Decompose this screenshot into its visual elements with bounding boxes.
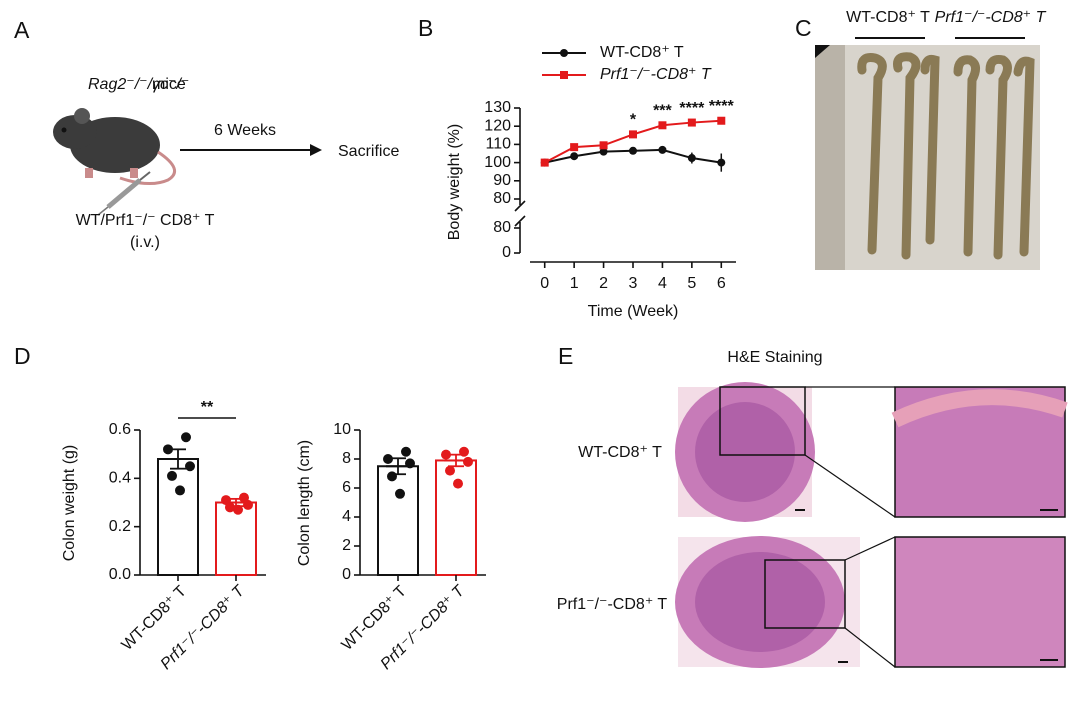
data-point	[629, 130, 637, 139]
y-tick-label: 2	[342, 537, 351, 554]
bar	[377, 465, 419, 576]
legend-marker	[560, 71, 568, 79]
duration: 6 Weeks	[214, 122, 276, 139]
y-tick-label: 120	[484, 117, 511, 134]
mice-label: mice	[152, 76, 186, 93]
y-tick-label: 80	[493, 190, 511, 207]
y-tick-label: 0	[502, 244, 511, 261]
arrow-head	[310, 144, 322, 156]
x-tick-label: 6	[717, 275, 726, 292]
histology-images	[675, 382, 1068, 668]
data-point	[658, 145, 667, 154]
colon-photo	[815, 45, 1040, 270]
significance: ****	[709, 98, 735, 115]
data-point	[717, 158, 726, 167]
syringe-icon	[97, 171, 151, 216]
x-tick-label: 0	[540, 275, 549, 292]
x-tick-label: 5	[687, 275, 696, 292]
data-point	[441, 449, 451, 460]
data-point	[570, 152, 579, 161]
y-tick-label: 130	[484, 99, 511, 116]
data-point	[167, 470, 177, 481]
cells: WT/Prf1⁻/⁻ CD8⁺ T	[76, 212, 215, 229]
x-tick-label: 3	[629, 275, 638, 292]
y-tick-label: 0.6	[109, 421, 131, 438]
y-axis-label: Colon weight (g)	[61, 445, 78, 562]
panel-label: B	[418, 15, 433, 41]
data-point	[181, 432, 191, 443]
data-point	[163, 444, 173, 455]
significance: ****	[679, 100, 705, 117]
data-point	[233, 504, 243, 515]
mouse-icon	[53, 108, 177, 185]
y-tick-label: 10	[333, 421, 351, 438]
data-point	[405, 458, 415, 469]
data-point	[401, 446, 411, 457]
y-tick-label: 110	[485, 136, 511, 153]
data-point	[540, 158, 549, 167]
data-point	[453, 478, 463, 489]
x-tick-label: 2	[599, 275, 608, 292]
x-axis-label: Time (Week)	[588, 303, 679, 320]
row-label: Prf1⁻/⁻-CD8⁺ T	[557, 596, 668, 613]
data-point	[599, 141, 608, 150]
legend-label: Prf1⁻/⁻-CD8⁺ T	[600, 66, 712, 83]
axis-break	[514, 200, 526, 212]
significance: ***	[653, 103, 672, 120]
y-tick-label: 4	[342, 508, 351, 525]
x-tick-label: 4	[658, 275, 667, 292]
panel-label: A	[14, 17, 30, 43]
y-axis-label: Body weight (%)	[446, 124, 463, 241]
bar	[157, 458, 199, 576]
photo-label: Prf1⁻/⁻-CD8⁺ T	[935, 9, 1047, 26]
significance: *	[630, 112, 637, 129]
axis-break	[514, 215, 526, 227]
data-point	[459, 446, 469, 457]
legend-label: WT-CD8⁺ T	[600, 44, 684, 61]
legend-marker	[560, 49, 568, 57]
panel-label: D	[14, 343, 31, 369]
data-point	[599, 147, 608, 156]
y-tick-label: 90	[493, 172, 511, 189]
row-label: WT-CD8⁺ T	[578, 444, 662, 461]
bar	[435, 459, 477, 577]
y-tick-label: 0.2	[109, 518, 131, 535]
data-point	[445, 465, 455, 476]
data-point	[463, 456, 473, 467]
stain-title: H&E Staining	[727, 349, 822, 366]
data-point	[383, 454, 393, 464]
photo-label: WT-CD8⁺ T	[846, 9, 930, 26]
outcome: Sacrifice	[338, 143, 399, 160]
y-tick-label: 0.4	[109, 470, 131, 487]
data-point	[687, 118, 696, 127]
data-point	[658, 121, 667, 130]
y-axis-label: Colon length (cm)	[296, 440, 313, 566]
y-tick-label: 0.0	[109, 566, 131, 583]
panel-label: E	[558, 343, 573, 369]
data-point	[717, 116, 726, 125]
data-point	[387, 471, 397, 482]
data-point	[185, 461, 195, 472]
y-tick-label: 100	[484, 154, 511, 171]
y-tick-label: 80	[493, 219, 511, 236]
route: (i.v.)	[130, 234, 160, 251]
y-tick-label: 8	[342, 450, 351, 467]
bar	[215, 501, 257, 576]
data-point	[395, 488, 405, 499]
x-tick-label: 1	[570, 275, 579, 292]
y-tick-label: 6	[342, 479, 351, 496]
data-point	[687, 154, 696, 163]
data-point	[175, 485, 185, 496]
panel-label: C	[795, 15, 812, 41]
significance: **	[201, 399, 214, 416]
strain: Rag2⁻/⁻/γc⁻/⁻	[88, 76, 189, 93]
data-point	[243, 499, 253, 510]
y-tick-label: 0	[342, 566, 351, 583]
data-point	[225, 502, 235, 513]
data-point	[570, 143, 579, 152]
data-point	[629, 146, 637, 155]
